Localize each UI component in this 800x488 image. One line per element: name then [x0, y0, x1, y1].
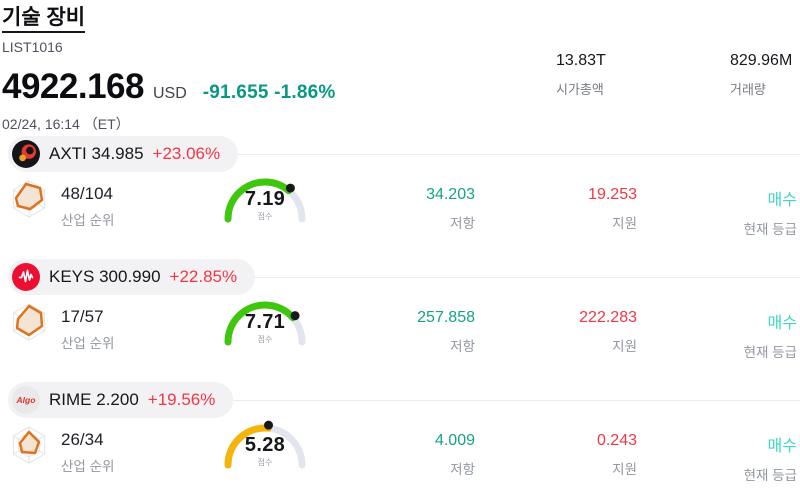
resistance-column: 4.009 저항	[435, 432, 475, 478]
stock-row-keys: KEYS 300.990 +22.85% 17/57 산업 순위 7.71	[0, 253, 800, 376]
svg-text:Algo: Algo	[16, 395, 36, 405]
score-gauge: 7.19 점수	[220, 174, 310, 236]
resistance-label: 저항	[450, 462, 475, 477]
stock-row-content: 48/104 산업 순위 7.19 점수 34.203 저항 19.253 지원…	[0, 174, 800, 253]
volume-label: 거래량	[730, 82, 766, 97]
divider-line	[233, 399, 800, 401]
rating-column: 매수 현재 등급	[744, 186, 797, 238]
support-value: 222.283	[579, 309, 637, 326]
industry-rank-value: 17/57	[61, 307, 104, 326]
rime-logo-icon: Algo	[12, 386, 40, 414]
quote-datetime: 02/24, 16:14 （ET）	[2, 116, 130, 133]
divider-line	[238, 153, 800, 155]
support-label: 지원	[612, 216, 637, 231]
radar-chart-icon	[12, 180, 46, 218]
score-value: 5.28	[244, 434, 286, 456]
rating-value: 매수	[767, 438, 797, 455]
industry-rank: 17/57 산업 순위	[61, 307, 114, 352]
score-value: 7.19	[244, 188, 286, 210]
gauge-arc	[224, 424, 306, 469]
resistance-label: 저항	[450, 339, 475, 354]
stock-pill-axti[interactable]: AXTI 34.985 +23.06%	[8, 136, 239, 172]
resistance-value: 257.858	[417, 309, 475, 326]
stock-pill-row: AXTI 34.985 +23.06%	[0, 130, 800, 174]
score-label: 점수	[257, 212, 273, 221]
score-gauge: 5.28 점수	[220, 420, 310, 482]
industry-rank-label: 산업 순위	[61, 459, 115, 474]
index-price: 4922.168	[2, 67, 144, 107]
radar-chart-icon	[12, 303, 46, 341]
resistance-value: 34.203	[426, 186, 475, 203]
support-column: 19.253 지원	[588, 186, 637, 232]
page-title[interactable]: 기술 장비	[2, 6, 86, 34]
market-cap-label: 시가총액	[556, 82, 604, 97]
gauge-dot	[285, 183, 295, 193]
gauge-dot	[290, 311, 300, 321]
gauge-arc	[224, 178, 306, 223]
support-column: 0.243 지원	[597, 432, 637, 478]
gauge-arc	[224, 301, 306, 346]
change-label: +23.06%	[152, 144, 221, 163]
ticker-price-label: RIME 2.200	[49, 390, 139, 409]
list-id: LIST1016	[2, 39, 63, 56]
rating-value: 매수	[767, 192, 797, 209]
score-value: 7.71	[244, 311, 286, 333]
stock-pill-rime[interactable]: Algo RIME 2.200 +19.56%	[8, 382, 234, 418]
stock-pill-row: Algo RIME 2.200 +19.56%	[0, 376, 800, 420]
stock-pill-row: KEYS 300.990 +22.85%	[0, 253, 800, 297]
stock-row-content: 26/34 산업 순위 5.28 점수 4.009 저항 0.243 지원 매수…	[0, 420, 800, 488]
rating-label: 현재 등급	[743, 222, 797, 237]
resistance-column: 34.203 저항	[426, 186, 475, 232]
stock-row-rime: Algo RIME 2.200 +19.56% 26/34 산업 순위	[0, 376, 800, 488]
rating-label: 현재 등급	[743, 345, 797, 360]
industry-rank-label: 산업 순위	[61, 336, 115, 351]
support-value: 19.253	[588, 186, 637, 203]
score-label: 점수	[257, 335, 273, 344]
stock-row-axti: AXTI 34.985 +23.06% 48/104 산업 순위 7.19	[0, 130, 800, 253]
stock-row-content: 17/57 산업 순위 7.71 점수 257.858 저항 222.283 지…	[0, 297, 800, 376]
ticker-price-label: AXTI 34.985	[49, 144, 144, 163]
industry-rank: 48/104 산업 순위	[61, 184, 114, 229]
resistance-value: 4.009	[434, 432, 475, 449]
rating-label: 현재 등급	[743, 468, 797, 483]
support-column: 222.283 지원	[579, 309, 637, 355]
industry-rank-label: 산업 순위	[61, 213, 115, 228]
keys-logo-icon	[12, 263, 40, 291]
volume-value: 829.96M	[730, 52, 793, 69]
score-label: 점수	[257, 458, 273, 467]
resistance-column: 257.858 저항	[417, 309, 475, 355]
support-label: 지원	[612, 462, 637, 477]
gauge-dot	[264, 420, 274, 430]
header: 기술 장비 LIST1016 4922.168 USD -91.655 -1.8…	[0, 0, 800, 132]
rating-value: 매수	[767, 315, 797, 332]
rating-column: 매수 현재 등급	[744, 309, 797, 361]
change-label: +22.85%	[169, 267, 238, 286]
ticker-price-label: KEYS 300.990	[49, 267, 161, 286]
volume-stat: 829.96M 거래량	[730, 52, 792, 98]
industry-rank-value: 48/104	[61, 184, 113, 203]
industry-rank: 26/34 산업 순위	[61, 430, 114, 475]
score-gauge: 7.71 점수	[220, 297, 310, 359]
divider-line	[255, 276, 800, 278]
market-cap-value: 13.83T	[556, 52, 606, 69]
market-cap-stat: 13.83T 시가총액	[556, 52, 606, 98]
price-row: 4922.168 USD -91.655 -1.86%	[2, 67, 800, 107]
industry-rank-value: 26/34	[61, 430, 104, 449]
resistance-label: 저항	[450, 216, 475, 231]
support-value: 0.243	[596, 432, 637, 449]
index-change: -91.655 -1.86%	[202, 82, 336, 104]
stock-pill-keys[interactable]: KEYS 300.990 +22.85%	[8, 259, 256, 295]
currency-label: USD	[152, 85, 187, 103]
axti-logo-icon	[12, 140, 40, 168]
support-label: 지원	[612, 339, 637, 354]
radar-chart-icon	[12, 426, 46, 464]
change-label: +19.56%	[147, 390, 216, 409]
rating-column: 매수 현재 등급	[744, 432, 797, 484]
